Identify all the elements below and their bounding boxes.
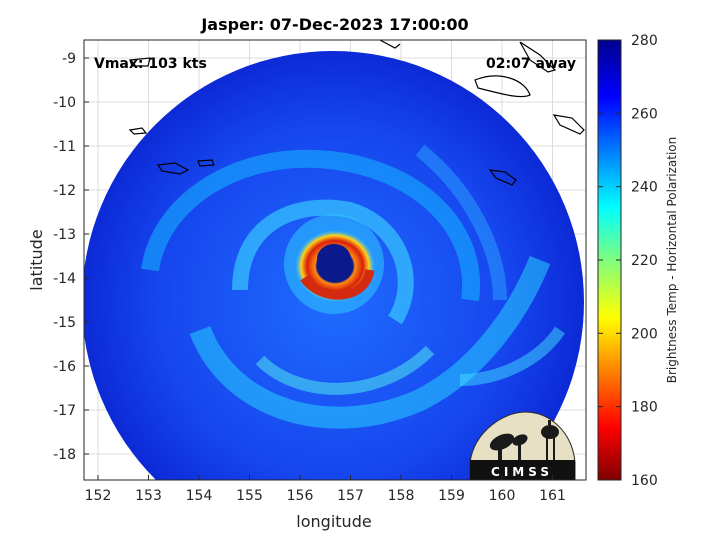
eastern-band	[459, 326, 565, 386]
cloud-bands	[141, 144, 565, 429]
y-tick-label: -18	[53, 447, 76, 463]
logo-text: CIMSS	[491, 465, 553, 479]
island	[128, 127, 148, 135]
y-tick-label: -9	[62, 51, 76, 67]
y-tick-label: -13	[53, 227, 76, 243]
x-tick-label: 157	[337, 488, 364, 504]
outer-rainband	[141, 149, 481, 302]
island	[488, 169, 517, 186]
island	[379, 39, 401, 49]
island	[197, 159, 215, 167]
vmax-label: Vmax: 103 kts	[94, 56, 207, 72]
microwave-swath	[84, 51, 584, 480]
colorbar-tick-label: 240	[631, 180, 658, 196]
x-tick-label: 155	[236, 488, 263, 504]
x-tick-label: 158	[388, 488, 415, 504]
colorbar-tick-label: 260	[631, 106, 658, 122]
plot-area: Vmax: 103 kts 02:07 away CIMSS	[83, 39, 587, 481]
colorbar-tick-label: 220	[631, 253, 658, 269]
x-tick-label: 161	[539, 488, 566, 504]
x-tick-label: 159	[438, 488, 465, 504]
x-tick-label: 156	[287, 488, 314, 504]
y-axis-label: latitude	[27, 229, 46, 290]
island	[474, 75, 531, 98]
colorbar-tick-label: 160	[631, 473, 658, 489]
y-tick-label: -14	[53, 271, 76, 287]
coastlines	[128, 39, 585, 186]
island	[552, 114, 585, 135]
plot-frame	[83, 39, 587, 481]
x-tick-label: 160	[489, 488, 516, 504]
x-axis-ticks: 152 153 154 155 156 157 158 159 160 161	[85, 475, 566, 504]
y-tick-label: -12	[53, 183, 76, 199]
y-tick-label: -17	[53, 403, 76, 419]
y-axis-ticks: -9 -10 -11 -12 -13 -14 -15 -16 -17 -18	[53, 51, 89, 463]
cimss-logo: CIMSS	[469, 411, 576, 481]
island	[129, 57, 151, 67]
x-tick-label: 153	[135, 488, 162, 504]
chart-title: Jasper: 07-Dec-2023 17:00:00	[200, 15, 468, 34]
northeast-band	[415, 144, 507, 301]
colorbar-label: Brightness Temp - Horizontal Polarizatio…	[665, 137, 679, 384]
time-away-label: 02:07 away	[486, 56, 576, 72]
colorbar: 280 260 240 220 200 180 160 Brightness Temp - …	[597, 33, 679, 489]
y-tick-label: -10	[53, 95, 76, 111]
island	[156, 162, 190, 175]
y-tick-label: -15	[53, 315, 76, 331]
southern-rainband	[189, 255, 551, 429]
colorbar-ticks: 280 260 240 220 200 180 160	[598, 33, 658, 489]
colorbar-tick-label: 200	[631, 326, 658, 342]
colorbar-tick-label: 180	[631, 400, 658, 416]
x-axis-label: longitude	[296, 512, 371, 531]
eyewall-warm-arc	[300, 268, 375, 300]
x-tick-label: 154	[186, 488, 213, 504]
inner-rainband	[232, 199, 414, 325]
island	[519, 41, 557, 73]
spiral-band	[255, 345, 435, 395]
y-tick-label: -11	[53, 139, 76, 155]
colorbar-tick-label: 280	[631, 33, 658, 49]
x-tick-label: 152	[85, 488, 112, 504]
eye	[317, 244, 351, 274]
y-tick-label: -16	[53, 359, 76, 375]
